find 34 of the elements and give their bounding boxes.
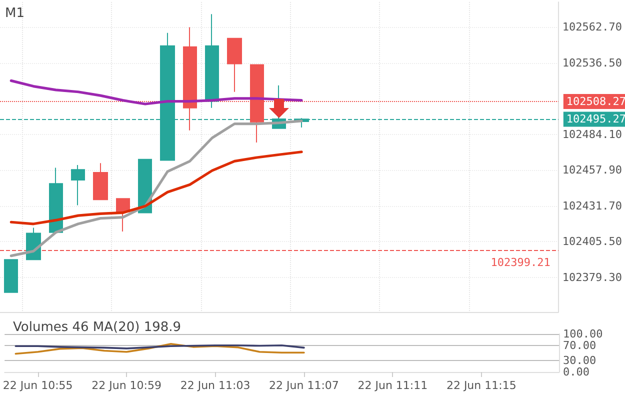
candlestick [49, 167, 63, 233]
candlestick [116, 198, 130, 232]
x-tick-label: 22 Jun 11:11 [358, 379, 428, 392]
y-tick-label: 30.00 [563, 354, 596, 368]
candlestick [4, 259, 18, 293]
line-series [14, 342, 305, 355]
candlestick [138, 158, 152, 214]
y-tick-label: 102431.70 [562, 199, 622, 212]
x-tick-label: 22 Jun 10:55 [2, 379, 73, 392]
line-series [10, 120, 303, 258]
ref-line-label: 102399.21 [490, 256, 550, 270]
x-tick-label: 22 Jun 11:03 [180, 379, 250, 392]
candlestick [183, 26, 197, 131]
y-tick-label: 0.00 [563, 366, 590, 378]
x-tick-label: 22 Jun 11:15 [446, 379, 516, 392]
y-tick-label: 102536.50 [562, 56, 622, 70]
y-tick-label: 102457.90 [562, 164, 622, 177]
chart-title: Volumes 46 MA(20) 198.9 [13, 320, 182, 335]
y-tick-label: 100.00 [563, 328, 603, 340]
x-tick-label: 22 Jun 10:59 [92, 379, 162, 392]
line-series [10, 150, 303, 226]
candlestick [227, 38, 242, 92]
y-tick-label: 102562.70 [562, 20, 622, 34]
y-tick-label: 102379.30 [562, 270, 622, 284]
y-tick-label: 102484.10 [562, 128, 622, 141]
candlestick [71, 164, 85, 206]
ref-line-label: 102495.27 [566, 112, 625, 126]
y-tick-label: 70.00 [563, 338, 596, 352]
y-tick-label: 102405.50 [562, 235, 622, 248]
candlestick [205, 14, 219, 108]
x-tick-label: 22 Jun 11:07 [269, 379, 339, 392]
chart-title: M1 [5, 6, 24, 21]
candlestick [93, 162, 108, 200]
ref-line-label: 102508.27 [566, 94, 625, 108]
